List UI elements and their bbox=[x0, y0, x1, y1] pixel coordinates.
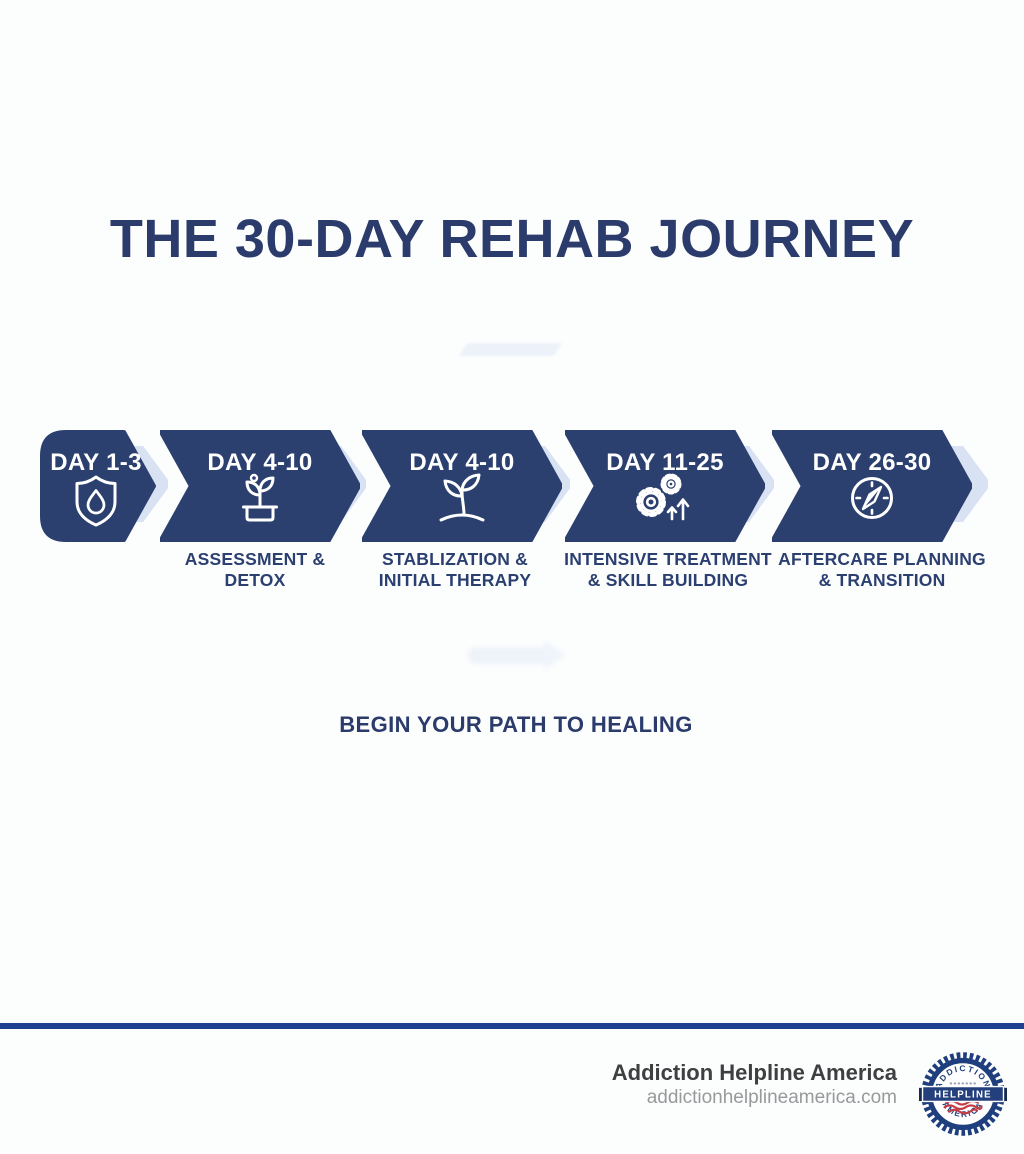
brand-badge-icon: ADDICTION AMERICA HELPLINE bbox=[919, 1052, 1007, 1136]
sprout-icon bbox=[439, 473, 485, 522]
shield-droplet-icon bbox=[75, 475, 117, 527]
step-day-label: DAY 4-10 bbox=[207, 449, 312, 476]
background-accent-arrow bbox=[468, 647, 550, 664]
background-accent-arrow-tip bbox=[544, 641, 566, 669]
step-chevron-day-4-10-b: DAY 4-10 bbox=[362, 430, 562, 542]
page-title: THE 30-DAY REHAB JOURNEY bbox=[109, 209, 915, 269]
website-url: addictionhelplineamerica.com bbox=[646, 1087, 897, 1109]
step-day-label: DAY 26-30 bbox=[813, 449, 932, 476]
step-chevron-day-11-25: DAY 11-25 bbox=[565, 430, 765, 542]
badge-middle-text: HELPLINE bbox=[934, 1090, 992, 1101]
footer-brand-block: Addiction Helpline America addictionhelp… bbox=[611, 1060, 897, 1109]
step-label-aftercare-transition: AFTERCARE PLANNING & TRANSITION bbox=[778, 549, 986, 590]
step-label-stabilization-therapy: STABLIZATION & INITIAL THERAPY bbox=[378, 549, 532, 590]
potted-sprout-icon bbox=[242, 473, 278, 522]
cta-text: BEGIN YOUR PATH TO HEALING bbox=[339, 712, 693, 737]
compass-icon bbox=[851, 477, 893, 519]
step-chevron-day-4-10-a: DAY 4-10 bbox=[160, 430, 360, 542]
brand-name: Addiction Helpline America bbox=[611, 1060, 897, 1085]
footer-divider bbox=[0, 1023, 1024, 1029]
step-day-label: DAY 4-10 bbox=[409, 449, 514, 476]
step-day-label: DAY 11-25 bbox=[606, 449, 723, 476]
step-chevron-day-26-30: DAY 26-30 bbox=[772, 430, 972, 542]
step-chevron-day-1-3: DAY 1-3 bbox=[40, 430, 156, 542]
step-label-assessment-detox: ASSESSMENT & DETOX bbox=[184, 549, 326, 590]
background-accent-shape bbox=[458, 343, 563, 356]
gears-growth-icon bbox=[636, 473, 690, 521]
step-label-intensive-treatment: INTENSIVE TREATMENT & SKILL BUILDING bbox=[564, 549, 772, 590]
step-day-label: DAY 1-3 bbox=[50, 449, 142, 476]
